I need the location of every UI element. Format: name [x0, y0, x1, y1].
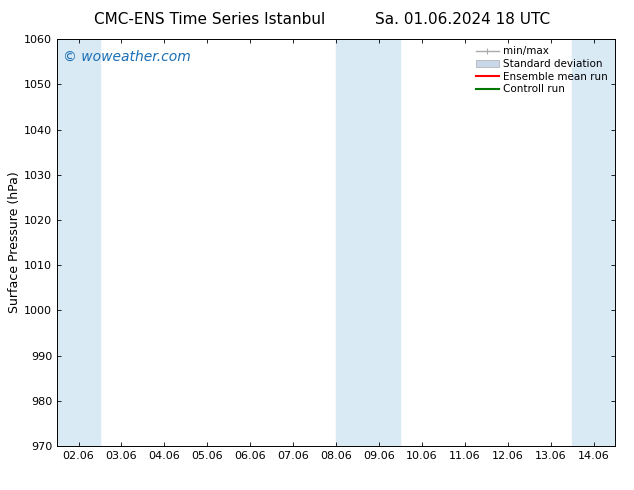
Text: CMC-ENS Time Series Istanbul: CMC-ENS Time Series Istanbul	[94, 12, 325, 27]
Text: © woweather.com: © woweather.com	[63, 49, 190, 63]
Bar	[336, 39, 401, 446]
Legend: min/max, Standard deviation, Ensemble mean run, Controll run: min/max, Standard deviation, Ensemble me…	[474, 45, 610, 97]
Y-axis label: Surface Pressure (hPa): Surface Pressure (hPa)	[8, 172, 22, 314]
Bar	[572, 39, 615, 446]
Bar	[57, 39, 100, 446]
Text: Sa. 01.06.2024 18 UTC: Sa. 01.06.2024 18 UTC	[375, 12, 550, 27]
